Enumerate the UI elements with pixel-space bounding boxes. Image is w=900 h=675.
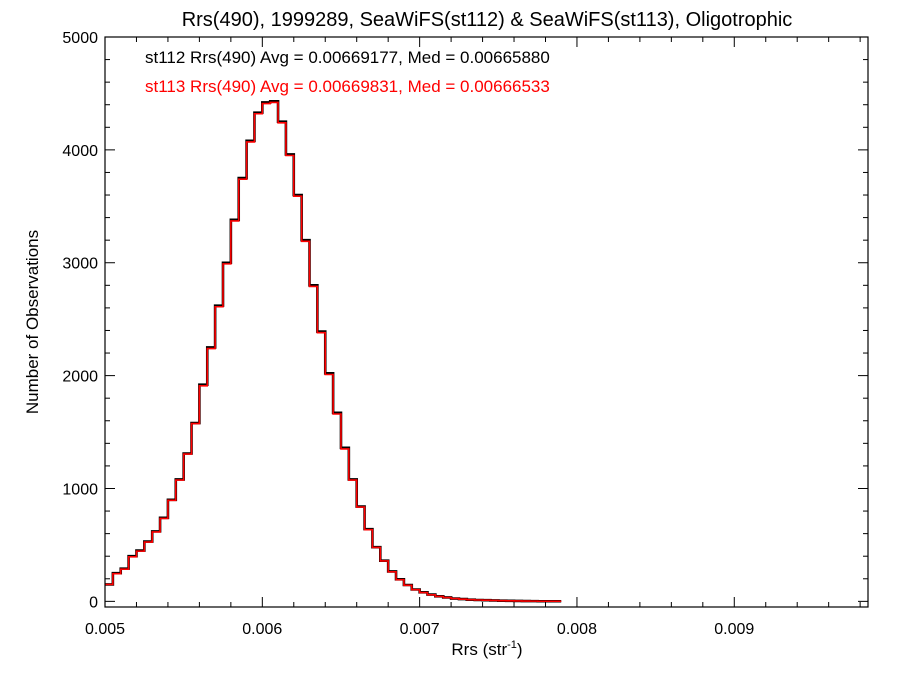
st113-histogram-line — [105, 101, 562, 603]
st112-stats-label: st112 Rrs(490) Avg = 0.00669177, Med = 0… — [145, 48, 550, 67]
x-tick-label: 0.009 — [714, 621, 754, 638]
chart-title: Rrs(490), 1999289, SeaWiFS(st112) & SeaW… — [182, 9, 793, 31]
y-tick-label: 4000 — [62, 143, 98, 160]
x-tick-label: 0.008 — [557, 621, 597, 638]
y-tick-label: 0 — [89, 594, 98, 611]
st113-stats-label: st113 Rrs(490) Avg = 0.00669831, Med = 0… — [145, 77, 550, 96]
y-tick-label: 2000 — [62, 369, 98, 386]
x-tick-label: 0.007 — [400, 621, 440, 638]
plot-frame — [104, 36, 869, 608]
x-axis-title: Rrs (str-1) — [451, 639, 522, 659]
x-tick-label: 0.006 — [242, 621, 282, 638]
y-axis-title: Number of Observations — [23, 230, 42, 414]
x-axis-title-exponent: -1 — [507, 639, 517, 651]
axis-ticks: 0.005 0.006 0.007 0.008 0.009 0 1000 2000 3000 40… — [62, 30, 868, 638]
x-axis-title-main: Rrs (str — [451, 640, 507, 659]
y-tick-label: 1000 — [62, 481, 98, 498]
y-tick-label: 5000 — [62, 30, 98, 47]
y-tick-label: 3000 — [62, 256, 98, 273]
x-axis-title-end: ) — [517, 640, 523, 659]
series-layer — [105, 100, 562, 603]
x-tick-label: 0.005 — [85, 621, 125, 638]
